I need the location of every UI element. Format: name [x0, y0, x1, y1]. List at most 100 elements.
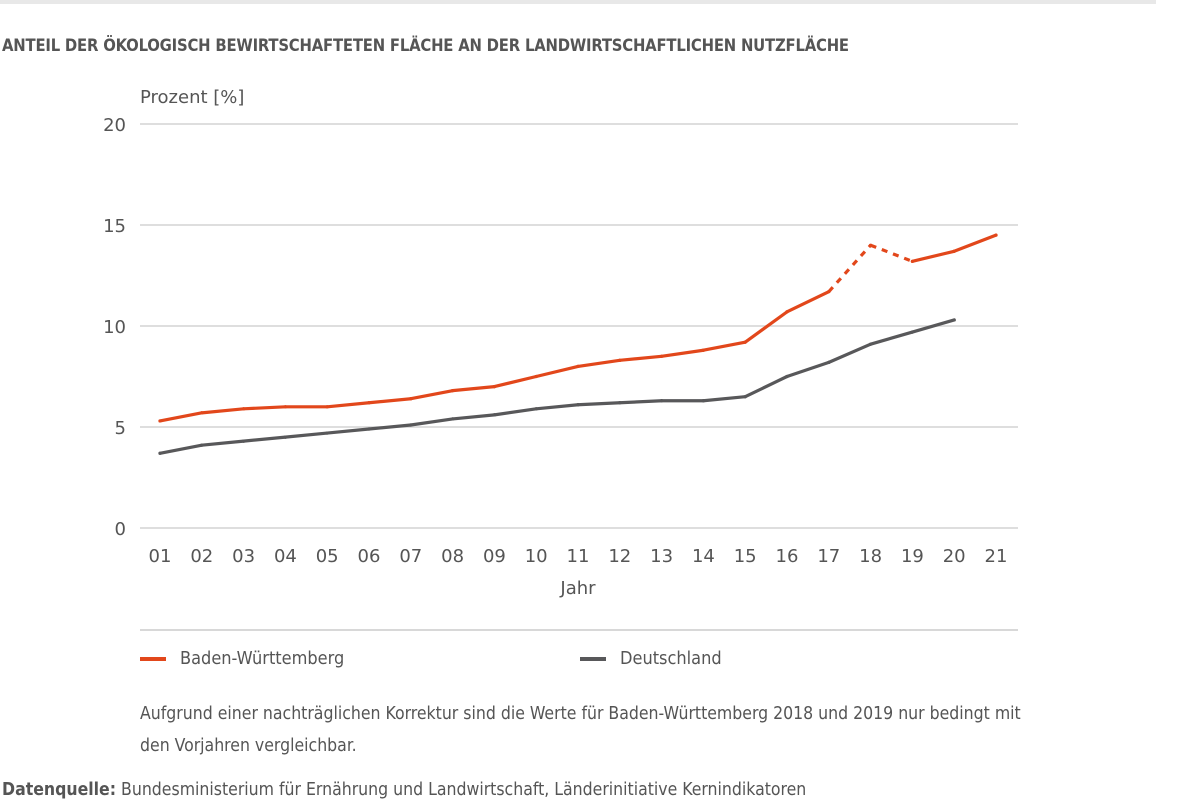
x-tick-label: 03 [232, 546, 255, 567]
x-tick-label: 02 [190, 546, 213, 567]
series-segment-baden-w-rttemberg [870, 243, 913, 263]
series-segment-deutschland [618, 399, 664, 405]
series-segment-baden-w-rttemberg [701, 340, 747, 352]
data-point [743, 340, 747, 344]
series-segment-deutschland [367, 423, 413, 431]
data-point [869, 342, 873, 346]
x-tick-label: 21 [985, 546, 1008, 567]
series-segment-baden-w-rttemberg [325, 401, 371, 409]
data-point [451, 417, 455, 421]
data-point [158, 419, 162, 423]
data-point [242, 407, 246, 411]
x-tick-label: 06 [358, 546, 381, 567]
data-point [367, 427, 371, 431]
data-point [283, 405, 287, 409]
chart-title: ANTEIL DER ÖKOLOGISCH BEWIRTSCHAFTETEN F… [2, 36, 849, 55]
x-tick-label: 05 [316, 546, 339, 567]
data-point [785, 374, 789, 379]
data-point [325, 405, 329, 409]
data-point [492, 413, 496, 417]
data-point [701, 348, 706, 352]
x-tick-label: 01 [149, 546, 172, 567]
data-point [952, 249, 956, 253]
x-tick-label: 14 [692, 546, 715, 567]
data-point [701, 399, 706, 403]
data-point [827, 360, 831, 364]
data-point [618, 358, 622, 362]
series-segment-deutschland [910, 318, 956, 334]
footnote: Aufgrund einer nachträglichen Korrektur … [140, 704, 1021, 756]
x-tick-label: 09 [483, 546, 506, 567]
x-tick-label: 18 [859, 546, 882, 567]
x-tick-label: 19 [901, 546, 924, 567]
series-segment-deutschland [242, 435, 287, 443]
x-tick-label: 13 [650, 546, 673, 567]
data-point [534, 407, 538, 411]
data-point [660, 399, 664, 403]
series-segment-deutschland [827, 342, 873, 364]
legend-label: Baden-Württemberg [180, 648, 345, 669]
data-point [325, 431, 329, 435]
source-label: Datenquelle: [2, 780, 117, 800]
data-point [910, 330, 915, 334]
data-point [158, 451, 162, 455]
series-segment-baden-w-rttemberg [242, 405, 287, 411]
data-point [492, 385, 496, 389]
data-point [200, 411, 204, 415]
y-tick-label: 20 [103, 115, 126, 136]
x-tick-label: 08 [441, 546, 464, 567]
data-point [994, 233, 998, 237]
series-segment-deutschland [534, 403, 580, 411]
series-segment-deutschland [701, 395, 747, 403]
x-axis-label: Jahr [559, 578, 596, 599]
top-bar [0, 0, 1156, 4]
series-segment-deutschland [409, 417, 455, 427]
series-segment-deutschland [451, 413, 496, 421]
data-point [283, 435, 287, 439]
data-point [618, 401, 622, 405]
legend-item-deutschland: Deutschland [580, 648, 722, 669]
series-segment-deutschland [325, 427, 371, 435]
data-point [534, 374, 538, 379]
series-segment-baden-w-rttemberg [659, 348, 706, 358]
data-point [409, 397, 413, 401]
data-point [660, 354, 664, 358]
x-tick-label: 12 [608, 546, 631, 567]
data-point [242, 439, 246, 443]
data-point [785, 310, 789, 314]
series-segment-baden-w-rttemberg [743, 310, 789, 344]
data-point [409, 423, 413, 427]
data-point [827, 290, 831, 294]
series-segment-deutschland [200, 439, 246, 447]
series-segment-deutschland [868, 330, 915, 346]
series-segment-baden-w-rttemberg [492, 374, 538, 389]
x-tick-label: 15 [734, 546, 757, 567]
y-tick-label: 5 [115, 418, 126, 439]
x-tick-label: 16 [776, 546, 799, 567]
y-tick-label: 0 [115, 519, 126, 540]
y-axis-label: Prozent [%] [140, 87, 244, 108]
x-tick-label: 20 [943, 546, 966, 567]
x-tick-label: 07 [399, 546, 422, 567]
series-segment-deutschland [283, 431, 329, 439]
series-segment-baden-w-rttemberg [785, 290, 831, 314]
series-segment-baden-w-rttemberg [576, 358, 622, 368]
y-tick-label: 15 [103, 216, 126, 237]
source-text: Bundesministerium für Ernährung und Land… [116, 780, 807, 800]
x-tick-label: 04 [274, 546, 297, 567]
data-point [367, 401, 371, 405]
series-segment-baden-w-rttemberg [618, 354, 664, 362]
data-source: Datenquelle: Bundesministerium für Ernäh… [2, 780, 806, 800]
series-segment-deutschland [158, 443, 204, 455]
series-segment-baden-w-rttemberg [451, 385, 496, 393]
x-tick-label: 17 [817, 546, 840, 567]
series-segment-baden-w-rttemberg [409, 389, 455, 401]
data-point [576, 364, 580, 368]
x-tick-label: 11 [567, 546, 590, 567]
series-segment-baden-w-rttemberg [367, 397, 413, 405]
series-segment-baden-w-rttemberg [534, 364, 580, 379]
series-segment-deutschland [576, 401, 622, 407]
data-point [576, 403, 580, 407]
legend-swatch [140, 656, 166, 661]
x-tick-label: 10 [525, 546, 548, 567]
